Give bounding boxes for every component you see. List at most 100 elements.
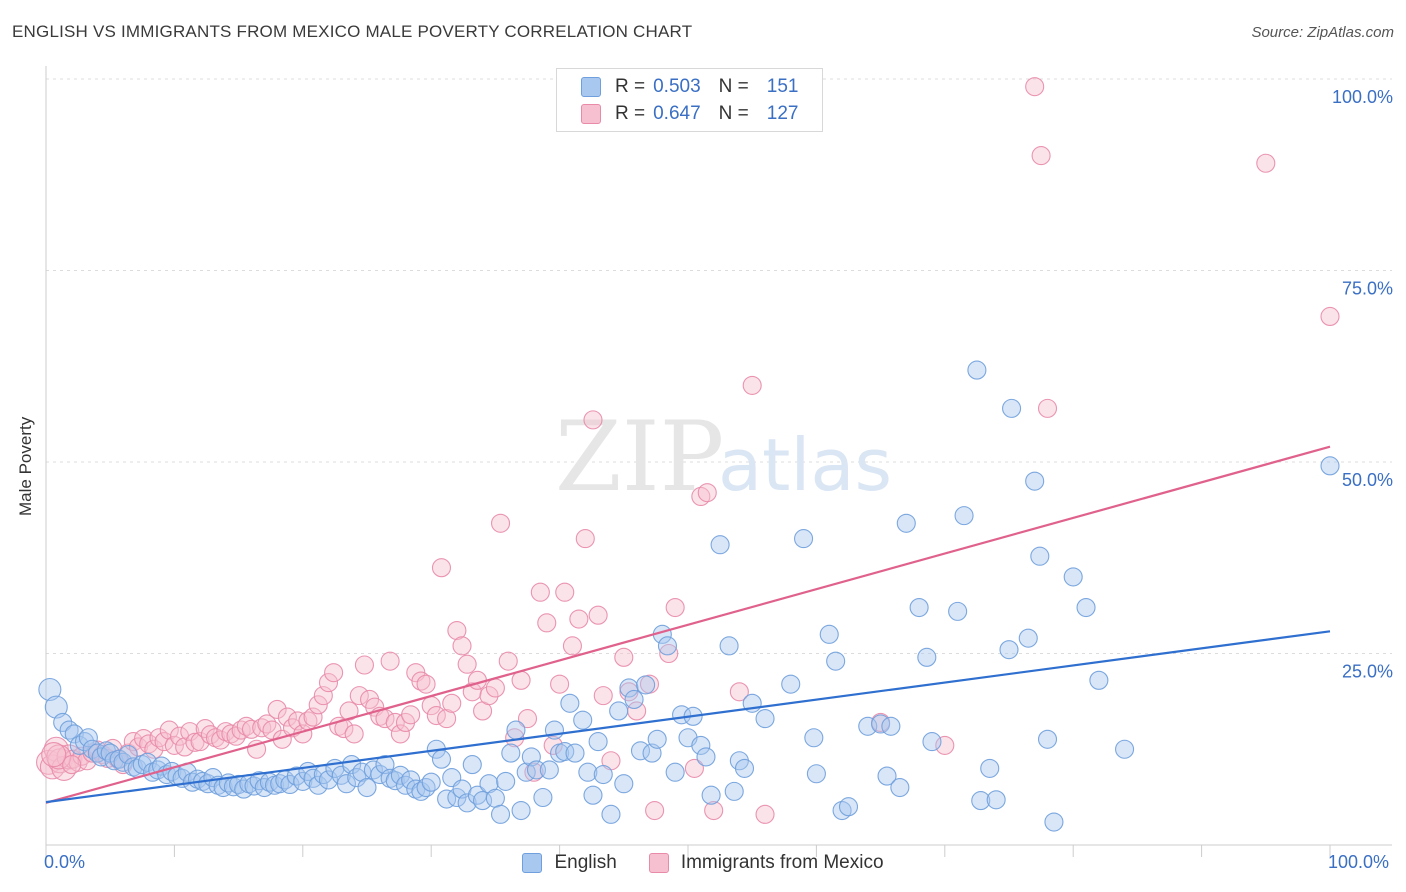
mexico-point (221, 724, 241, 744)
english-point (819, 624, 839, 644)
english-point (74, 732, 95, 752)
mexico-point (665, 597, 685, 618)
english-point (390, 765, 410, 785)
mexico-point (569, 609, 589, 629)
mexico-point (185, 732, 205, 752)
english-point (890, 777, 910, 798)
mexico-point (452, 636, 472, 656)
english-point (573, 710, 593, 730)
english-point (948, 601, 968, 621)
english-point (999, 640, 1019, 660)
mexico-point (562, 636, 582, 656)
axes (45, 66, 1392, 857)
english-point (118, 745, 138, 765)
english-point (1025, 471, 1045, 491)
chart-source: Source: ZipAtlas.com (1251, 24, 1394, 41)
legend-item-english[interactable]: English (522, 852, 617, 874)
english-point (909, 597, 929, 618)
english-trend-line (45, 630, 1331, 804)
english-point (560, 693, 580, 713)
mexico-trend-line (45, 445, 1331, 804)
mexico-point (755, 804, 775, 824)
english-point (1063, 567, 1083, 587)
mexico-point (583, 410, 603, 430)
english-point (1115, 739, 1135, 759)
english-point (710, 535, 730, 555)
mexico-swatch (581, 104, 601, 124)
english-point (490, 804, 511, 824)
english-point (734, 758, 755, 778)
english-point (421, 772, 441, 792)
english-point (431, 749, 452, 769)
english-point (647, 729, 667, 749)
english-point (755, 709, 775, 729)
mexico-point (530, 582, 550, 602)
english-point (619, 678, 639, 698)
legend-row-mexico: R = 0.647 N = 127 (581, 102, 798, 126)
english-point (1089, 670, 1109, 690)
english-legend-label: English (554, 852, 617, 873)
mexico-point (588, 605, 608, 625)
english-point (286, 766, 306, 786)
mexico-point (1025, 77, 1045, 97)
english-point (64, 724, 84, 744)
mexico-point (154, 732, 174, 752)
mexico-point (236, 716, 256, 736)
watermark-zip: ZIP (555, 401, 724, 513)
english-point (806, 764, 826, 784)
english-point (385, 771, 405, 791)
english-point (614, 774, 634, 794)
mexico-points (36, 77, 1340, 824)
mexico-n-value: 127 (766, 103, 799, 124)
mexico-point (524, 762, 544, 782)
english-n-label: N = (718, 76, 749, 97)
english-point (881, 716, 901, 736)
english-swatch (581, 77, 601, 97)
english-point (38, 677, 62, 702)
english-point (1018, 628, 1038, 648)
mexico-point (517, 709, 538, 729)
mexico-legend-label: Immigrants from Mexico (680, 852, 884, 873)
mexico-point (390, 724, 410, 744)
english-point (701, 785, 721, 805)
english-point (583, 785, 603, 805)
mexico-point (550, 674, 570, 694)
grid-lines (46, 78, 1392, 654)
english-point (1076, 597, 1096, 618)
english-point (624, 689, 644, 710)
english-point (794, 529, 814, 549)
mexico-point (416, 674, 436, 694)
mexico-point (303, 707, 323, 727)
english-point (496, 771, 516, 791)
mexico-point (62, 755, 82, 775)
english-r-label: R = (615, 76, 646, 97)
mexico-point (1031, 146, 1051, 166)
mexico-point (318, 673, 339, 693)
mexico-point (490, 513, 511, 533)
english-point (922, 732, 942, 752)
english-point (665, 762, 685, 782)
english-point (578, 762, 598, 782)
english-point (132, 755, 152, 775)
english-point (59, 720, 79, 740)
mexico-point (704, 800, 724, 821)
mexico-r-label: R = (615, 103, 646, 124)
english-point (555, 741, 575, 762)
mexico-point (431, 558, 452, 578)
mexico-point (498, 651, 518, 671)
english-point (971, 791, 991, 811)
mexico-point (1320, 306, 1340, 327)
english-legend-swatch (522, 853, 543, 873)
mexico-n-label: N = (718, 103, 749, 124)
english-point (593, 764, 613, 785)
mexico-r-value: 0.647 (653, 103, 701, 124)
chart-title: ENGLISH VS IMMIGRANTS FROM MEXICO MALE P… (12, 22, 693, 41)
english-point (826, 651, 846, 671)
mexico-point (697, 483, 717, 503)
series-legend: English Immigrants from Mexico (0, 852, 1406, 874)
mexico-point (555, 582, 575, 602)
english-point (601, 804, 621, 824)
legend-item-mexico[interactable]: Immigrants from Mexico (648, 852, 884, 874)
y-axis-label: Male Poverty (16, 416, 35, 516)
